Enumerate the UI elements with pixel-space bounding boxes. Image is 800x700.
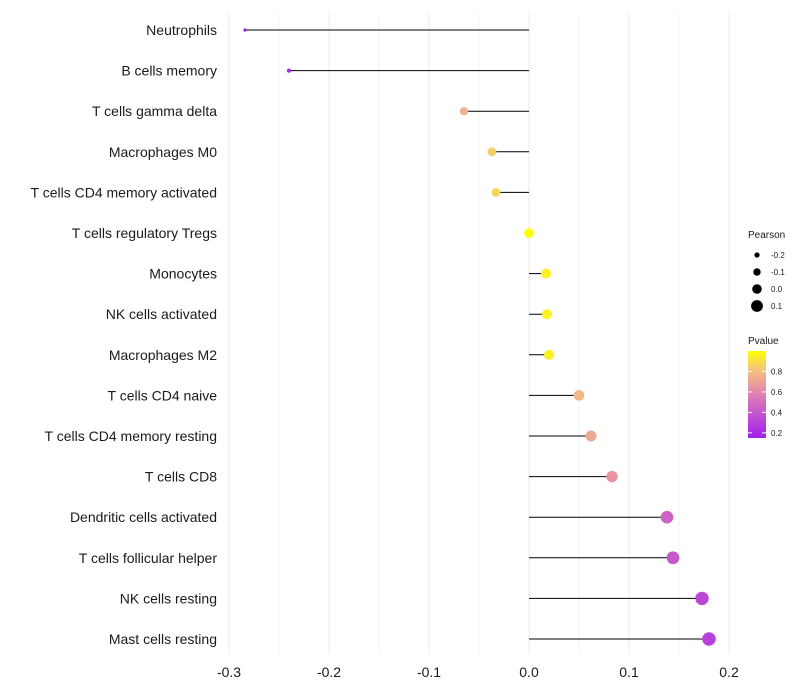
- x-tick-label: 0.2: [719, 664, 739, 680]
- lollipop-point: [491, 187, 501, 197]
- x-tick-label: 0.1: [619, 664, 639, 680]
- category-label: T cells CD8: [145, 469, 217, 485]
- lollipop-point: [541, 268, 551, 279]
- x-tick-label: -0.2: [317, 664, 341, 680]
- pearson-size-legend: Pearson -0.2 -0.1 0.0 0.1: [748, 230, 785, 312]
- x-tick-label: -0.3: [217, 664, 241, 680]
- lollipop-point: [573, 390, 585, 401]
- pvalue-legend-label: 0.8: [771, 367, 783, 376]
- category-label: B cells memory: [121, 63, 217, 79]
- category-label: Neutrophils: [146, 22, 217, 38]
- pearson-legend-label: -0.2: [771, 251, 785, 260]
- pvalue-legend-title: Pvalue: [748, 336, 779, 347]
- category-label: Monocytes: [149, 266, 217, 282]
- pvalue-legend-label: 0.4: [771, 408, 783, 417]
- lollipop-point: [487, 147, 497, 157]
- pearson-legend-key: [753, 268, 761, 276]
- lollipop-point: [702, 632, 716, 646]
- lollipop-point: [524, 228, 534, 238]
- category-label: T cells regulatory Tregs: [72, 225, 217, 241]
- lollipop-point: [585, 430, 597, 442]
- x-tick-label: 0.0: [519, 664, 539, 680]
- category-label: T cells CD4 naive: [108, 387, 218, 403]
- lollipop-point: [695, 591, 709, 606]
- category-label: T cells follicular helper: [79, 550, 218, 566]
- category-label: NK cells resting: [120, 590, 217, 606]
- pearson-legend-label: 0.1: [771, 302, 783, 311]
- lollipop-point: [666, 551, 680, 565]
- point-layer: [243, 28, 716, 646]
- category-label: T cells CD4 memory activated: [31, 184, 217, 200]
- lollipop-point: [243, 28, 247, 32]
- lollipop-point: [542, 309, 552, 320]
- category-label: Macrophages M2: [109, 347, 217, 363]
- category-label: T cells gamma delta: [92, 103, 217, 119]
- pvalue-legend-label: 0.6: [771, 388, 783, 397]
- pvalue-legend-label: 0.2: [771, 429, 783, 438]
- lollipop-point: [543, 349, 555, 360]
- pearson-legend-key: [754, 252, 760, 258]
- pearson-legend-key: [752, 284, 762, 294]
- pvalue-colorbar: [748, 351, 766, 438]
- lollipop-point: [660, 510, 674, 524]
- pearson-legend-label: -0.1: [771, 268, 785, 277]
- pvalue-color-legend: Pvalue 0.8 0.6 0.4 0.2: [748, 336, 783, 438]
- category-label: Dendritic cells activated: [70, 509, 217, 525]
- stem-layer: [245, 29, 709, 640]
- category-label: T cells CD4 memory resting: [45, 428, 217, 444]
- x-axis-tick-labels: -0.3 -0.2 -0.1 0.0 0.1 0.2: [217, 664, 739, 680]
- x-tick-label: -0.1: [417, 664, 441, 680]
- pearson-legend-title: Pearson: [748, 230, 785, 241]
- lollipop-point: [606, 470, 618, 483]
- pearson-legend-label: 0.0: [771, 285, 783, 294]
- grid-layer: [228, 14, 730, 654]
- lollipop-point: [286, 68, 292, 73]
- category-label: Macrophages M0: [109, 144, 217, 160]
- pearson-legend-key: [751, 300, 763, 312]
- category-label: NK cells activated: [106, 306, 217, 322]
- category-labels: Neutrophils B cells memory T cells gamma d…: [31, 22, 218, 647]
- lollipop-point: [459, 107, 469, 116]
- category-label: Mast cells resting: [109, 631, 217, 647]
